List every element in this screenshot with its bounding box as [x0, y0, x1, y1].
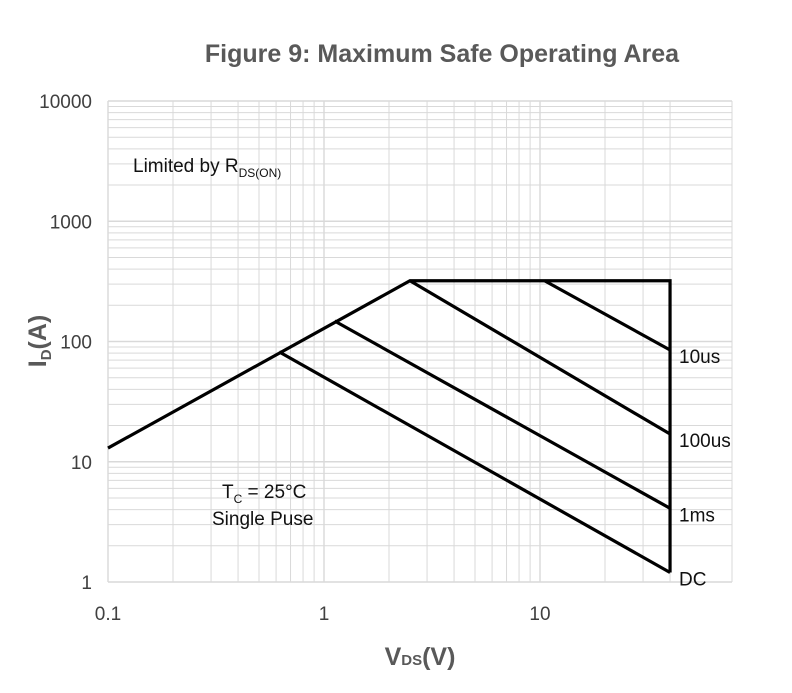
- annotation-rds-sub: DS(ON): [239, 166, 282, 180]
- x-axis-title-sub: DS: [401, 652, 422, 669]
- y-tick-label: 1: [81, 573, 92, 594]
- series-line-1ms: [333, 319, 671, 510]
- annotation-rds-limit: Limited by RDS(ON): [133, 156, 281, 180]
- y-axis-title: ID(A): [24, 315, 55, 368]
- y-tick-label: 10000: [39, 92, 92, 113]
- y-tick-label: 10: [71, 453, 92, 474]
- series-label-10us: 10us: [679, 347, 720, 368]
- y-tick-label: 100: [60, 333, 92, 354]
- series-label-dc: DC: [679, 569, 706, 590]
- annotation-tc-main: T: [222, 482, 234, 503]
- x-axis-title: VDS(V): [385, 643, 456, 671]
- x-tick-label: 1: [319, 604, 330, 625]
- x-tick-label: 10: [529, 604, 550, 625]
- chart-title: Figure 9: Maximum Safe Operating Area: [205, 40, 680, 68]
- x-axis-title-suffix: (V): [422, 643, 455, 671]
- soa-boundary-line: [107, 279, 672, 573]
- x-axis-title-main: V: [385, 643, 402, 671]
- annotation-single-pulse: Single Puse: [212, 509, 313, 530]
- series-label-1ms: 1ms: [679, 505, 715, 526]
- annotation-tc-sub: C: [234, 492, 243, 506]
- annotation-rds-main: Limited by R: [133, 156, 239, 177]
- x-tick-label: 0.1: [95, 604, 121, 625]
- y-axis-title-sub: D: [38, 349, 55, 360]
- series-label-100us: 100us: [679, 431, 731, 452]
- annotation-tc-suffix: = 25°C: [242, 482, 306, 503]
- grid: [107, 100, 733, 583]
- y-tick-label: 1000: [50, 212, 92, 233]
- y-axis-title-main: I: [24, 360, 52, 367]
- series-line-dc: [278, 350, 671, 574]
- soa-lines: 10us 100us 1ms DC: [107, 279, 731, 590]
- series-line-100us: [409, 279, 671, 436]
- y-axis-title-suffix: (A): [24, 315, 52, 350]
- annotation-case-temp: TC = 25°C: [222, 482, 306, 506]
- series-line-10us: [543, 279, 671, 352]
